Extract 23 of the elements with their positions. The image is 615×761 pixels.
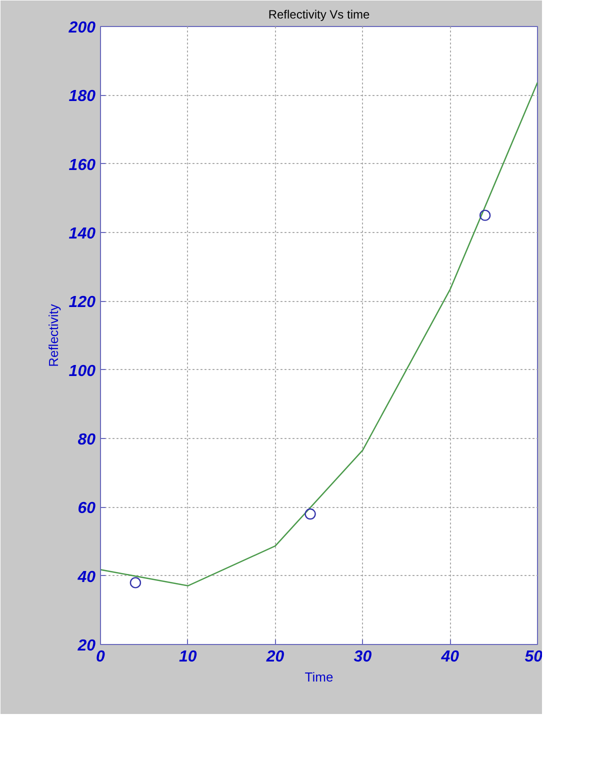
y-tick-label: 100: [68, 362, 96, 380]
x-tick-label: 10: [179, 648, 197, 666]
y-tick-label: 160: [68, 156, 96, 174]
y-tick-label: 40: [76, 568, 96, 586]
y-axis-title: Reflectivity: [46, 304, 61, 367]
y-tick-label: 20: [76, 638, 96, 654]
x-tick-label: 0: [96, 648, 106, 666]
point: [130, 577, 142, 588]
x-tick-label: 50: [524, 648, 543, 666]
point: [479, 210, 491, 221]
point: [304, 508, 316, 520]
y-tick-label: 80: [78, 432, 96, 448]
x-tick-label: 30: [354, 648, 372, 666]
y-tick-label: 120: [68, 294, 96, 312]
y-tick-label: 60: [78, 500, 96, 518]
chart-title: Reflectivity Vs time: [268, 8, 370, 22]
y-tick-label: 140: [68, 226, 96, 242]
x-tick-label: 40: [440, 648, 460, 666]
y-tick-label: 180: [68, 88, 96, 106]
x-axis-title: Time: [304, 670, 334, 684]
y-tick-label: 200: [68, 20, 96, 36]
x-tick-label: 20: [265, 648, 284, 666]
line-series: [100, 82, 538, 586]
